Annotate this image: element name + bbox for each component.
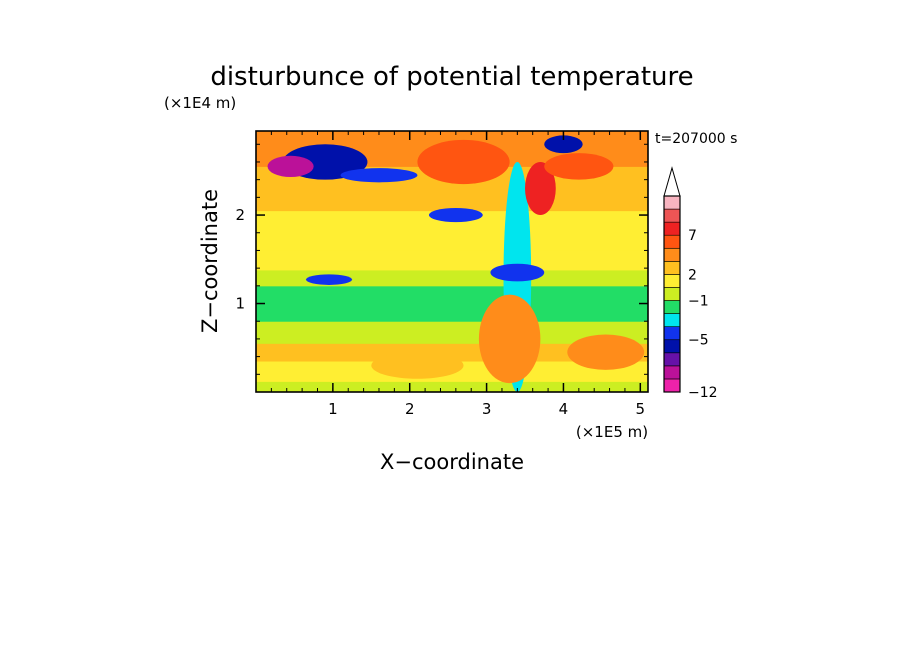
colorbar-tick-label: 7 — [688, 228, 697, 244]
colorbar-swatch — [663, 378, 681, 393]
y-axis-label: Z−coordinate — [198, 189, 222, 333]
x-unit-label: (×1E5 m) — [576, 423, 648, 441]
contour-feature — [490, 263, 545, 282]
colorbar-swatch — [663, 208, 681, 223]
colorbar-swatch — [663, 234, 681, 249]
colorbar-extend-arrow — [663, 166, 681, 197]
contour-band — [256, 250, 648, 271]
y-tick-label: 2 — [235, 206, 245, 224]
contour-feature — [305, 274, 353, 285]
x-tick-label: 5 — [636, 400, 646, 418]
y-unit-label: (×1E4 m) — [164, 94, 236, 112]
contour-feature — [417, 139, 510, 185]
colorbar-swatch — [663, 300, 681, 314]
colorbar-tick-label: −12 — [688, 385, 718, 401]
chart-title: disturbunce of potential temperature — [210, 62, 693, 92]
colorbar: −12−5−127 — [663, 166, 718, 401]
colorbar-swatch — [663, 352, 681, 367]
colorbar-swatch — [663, 365, 681, 380]
y-tick-label: 1 — [235, 295, 245, 313]
contour-feature — [428, 207, 483, 223]
x-axis-label: X−coordinate — [380, 450, 524, 474]
contour-feature — [544, 135, 583, 154]
contour-band — [256, 285, 648, 305]
contour-feature — [567, 334, 645, 370]
plot-area — [256, 131, 648, 392]
contour-band — [256, 228, 648, 251]
time-label: t=207000 s — [655, 131, 737, 147]
colorbar-swatch — [663, 221, 681, 236]
contour-band — [256, 269, 648, 287]
contour-feature — [340, 168, 418, 183]
contour-feature — [267, 155, 314, 178]
colorbar-swatch — [663, 274, 681, 288]
x-tick-label: 4 — [559, 400, 569, 418]
contour-band — [256, 381, 648, 392]
colorbar-frame — [663, 195, 681, 393]
x-tick-label: 3 — [482, 400, 492, 418]
contour-band — [256, 303, 648, 322]
contour-band — [256, 343, 648, 362]
contour-feature — [525, 161, 556, 216]
contour-band — [256, 321, 648, 344]
contour-band — [256, 188, 648, 212]
x-tick-label: 2 — [405, 400, 415, 418]
colorbar-swatch — [663, 195, 681, 210]
colorbar-tick-label: −5 — [688, 333, 709, 349]
colorbar-swatch — [663, 313, 681, 327]
colorbar-swatch — [663, 326, 681, 341]
colorbar-tick-label: 2 — [688, 267, 697, 283]
plot-frame — [255, 130, 649, 393]
colorbar-swatch — [663, 287, 681, 301]
contour-feature — [371, 352, 464, 379]
colorbar-swatch — [663, 261, 681, 275]
colorbar-swatch — [663, 339, 681, 354]
colorbar-swatch — [663, 247, 681, 262]
colorbar-tick-label: −1 — [688, 294, 709, 310]
x-tick-label: 1 — [328, 400, 338, 418]
contour-feature — [544, 153, 614, 180]
contour-feature — [478, 294, 541, 384]
